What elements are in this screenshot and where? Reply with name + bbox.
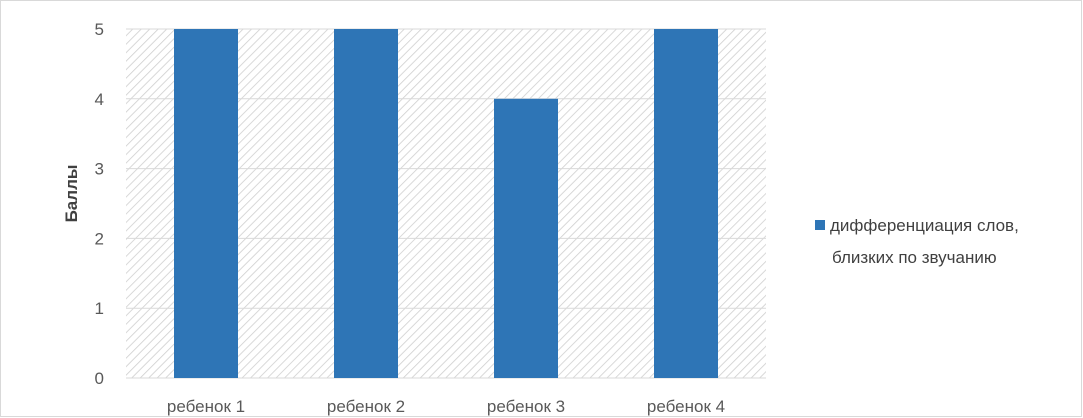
bar <box>654 29 718 378</box>
legend-label-line1: дифференциация слов, <box>830 216 1019 235</box>
bar <box>174 29 238 378</box>
y-tick-label: 5 <box>95 20 104 39</box>
bar <box>494 98 558 379</box>
y-tick-label: 0 <box>95 369 104 388</box>
x-axis-ticks: ребенок 1 ребенок 2 ребенок 3 ребенок 4 <box>167 397 725 416</box>
legend: дифференциация слов, близких по звучанию <box>815 216 1019 267</box>
y-tick-label: 4 <box>95 90 104 109</box>
y-axis-title: Баллы <box>62 165 81 223</box>
x-tick-label: ребенок 1 <box>167 397 245 416</box>
y-axis-ticks: 0 1 2 3 4 5 <box>95 20 104 388</box>
legend-label-line2: близких по звучанию <box>832 248 997 267</box>
x-tick-label: ребенок 2 <box>327 397 405 416</box>
y-tick-label: 2 <box>95 229 104 248</box>
legend-swatch <box>815 220 825 230</box>
y-tick-label: 3 <box>95 160 104 179</box>
y-tick-label: 1 <box>95 299 104 318</box>
bars <box>174 29 718 379</box>
bar <box>334 29 398 378</box>
x-tick-label: ребенок 4 <box>647 397 725 416</box>
x-tick-label: ребенок 3 <box>487 397 565 416</box>
